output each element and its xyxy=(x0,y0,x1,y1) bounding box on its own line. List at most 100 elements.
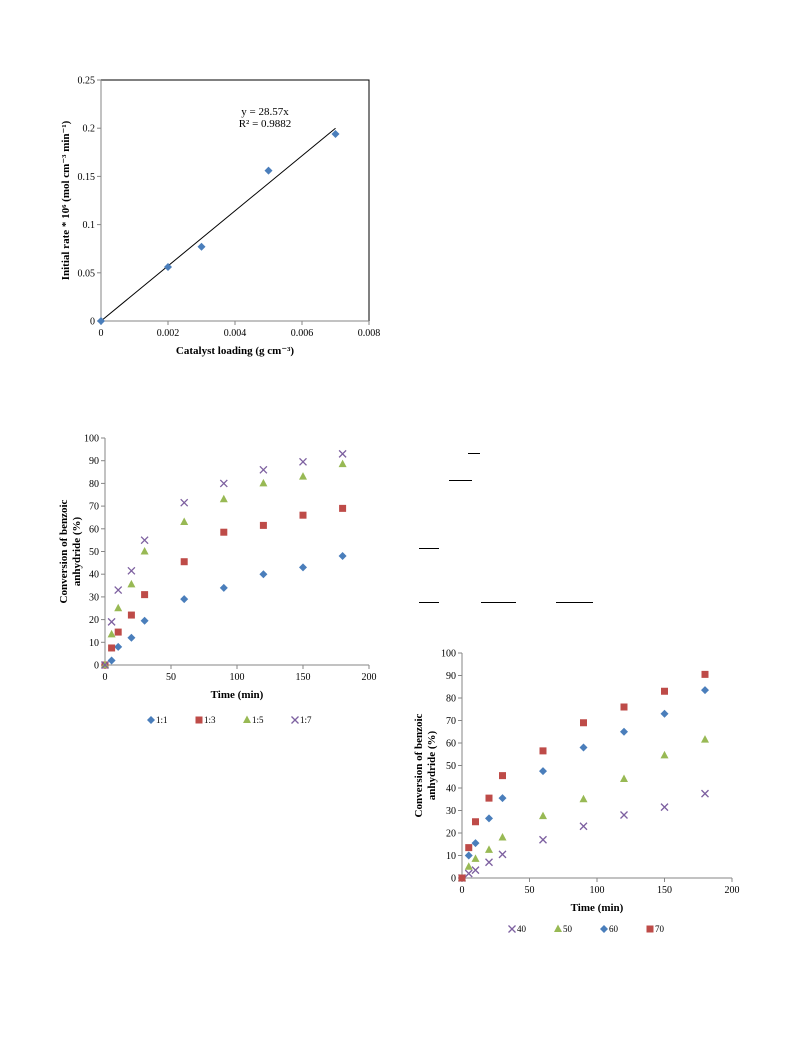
data-point xyxy=(539,747,547,755)
series-50 xyxy=(458,735,709,881)
data-point xyxy=(259,465,268,474)
data-point xyxy=(464,851,473,860)
data-point xyxy=(485,814,493,823)
data-point xyxy=(339,504,347,512)
data-point xyxy=(127,579,136,588)
trendline-equation: R² = 0.9882 xyxy=(239,118,292,130)
legend-label: 60 xyxy=(609,924,619,934)
data-point xyxy=(107,656,116,665)
legend-label: 1:1 xyxy=(156,715,168,725)
data-point xyxy=(701,670,709,678)
data-point xyxy=(101,661,109,669)
stray-rule xyxy=(468,453,480,454)
y-tick-label: 20 xyxy=(446,829,456,840)
conversion-vs-time-ratio-chart: 0 50 100 150 200 0 10 20 30 40 50 60 70 80 90 100 Time (… xyxy=(55,430,390,740)
data-point xyxy=(180,517,189,525)
chart-svg: 0 50 100 150 200 0 10 20 30 40 50 60 70 80 90 100 Time (… xyxy=(413,649,740,935)
data-point xyxy=(338,449,347,458)
chart-svg: 0 0.002 0.004 0.006 0.008 0 0.05 0.1 0.15 0.2 0.25… xyxy=(60,76,381,358)
y-tick-label: 30 xyxy=(446,806,456,817)
x-tick-label: 100 xyxy=(590,885,605,896)
x-tick-label: 200 xyxy=(725,885,740,896)
x-tick-label: 50 xyxy=(525,885,535,896)
data-point xyxy=(219,494,228,503)
data-point xyxy=(471,839,480,848)
data-point xyxy=(701,686,709,695)
x-axis-label: Time (min) xyxy=(571,902,624,914)
data-point xyxy=(471,854,480,862)
y-tick-label: 80 xyxy=(89,479,99,490)
data-point xyxy=(299,563,307,572)
data-point xyxy=(579,743,588,752)
data-point xyxy=(140,547,149,555)
stray-rule xyxy=(419,602,439,603)
data-point xyxy=(264,166,273,175)
x-axis-label: Catalyst loading (g cm⁻³) xyxy=(176,345,295,357)
stray-rule xyxy=(481,602,516,603)
legend-marker xyxy=(195,716,203,724)
y-tick-label: 90 xyxy=(89,456,99,467)
y-tick-label: 60 xyxy=(446,739,456,750)
series-1-1 xyxy=(101,552,347,669)
data-point xyxy=(197,242,206,251)
data-point xyxy=(498,833,507,841)
trendline xyxy=(100,127,336,322)
y-tick-label: 100 xyxy=(84,434,99,445)
data-point xyxy=(499,772,506,780)
data-point xyxy=(127,611,135,619)
data-point xyxy=(579,822,588,831)
data-point xyxy=(108,644,116,652)
data-point xyxy=(620,811,628,819)
data-point xyxy=(180,498,189,507)
legend-marker xyxy=(147,716,155,724)
data-point xyxy=(219,479,228,488)
legend-marker xyxy=(508,925,516,933)
y-tick-label: 40 xyxy=(89,570,99,581)
y-tick-label: 0.25 xyxy=(78,76,96,87)
y-tick-label: 0.05 xyxy=(78,268,96,279)
data-point xyxy=(220,528,228,536)
data-point xyxy=(464,862,473,870)
data-point xyxy=(579,794,588,803)
y-tick-label: 70 xyxy=(89,502,99,513)
trendline-equation: y = 28.57x xyxy=(241,106,289,118)
series-data xyxy=(97,129,340,325)
data-point xyxy=(701,789,709,798)
data-point xyxy=(140,616,149,625)
data-point xyxy=(472,818,479,826)
legend-label: 70 xyxy=(655,924,665,934)
y-tick-label: 30 xyxy=(89,592,99,603)
y-axis-label: Conversion of benzoic xyxy=(413,713,425,817)
series-40 xyxy=(458,789,709,882)
legend-label: 1:5 xyxy=(252,715,264,725)
data-point xyxy=(701,735,709,743)
x-tick-label: 0.006 xyxy=(291,328,314,339)
x-tick-label: 200 xyxy=(362,672,377,683)
x-axis-label: Time (min) xyxy=(211,689,264,701)
data-point xyxy=(114,603,123,612)
data-point xyxy=(539,811,547,820)
y-tick-label: 90 xyxy=(446,671,456,682)
data-point xyxy=(661,687,668,695)
y-axis-label: anhydride (%) xyxy=(426,730,438,800)
y-tick-label: 0.15 xyxy=(78,172,96,183)
y-tick-label: 70 xyxy=(446,716,456,727)
x-tick-label: 0 xyxy=(460,885,465,896)
legend-marker xyxy=(554,924,562,932)
data-point xyxy=(219,583,228,592)
data-point xyxy=(620,727,628,736)
data-point xyxy=(620,703,628,711)
x-tick-label: 0.008 xyxy=(358,328,381,339)
x-tick-label: 0 xyxy=(99,328,104,339)
legend-label: 40 xyxy=(517,924,527,934)
data-point xyxy=(660,750,669,759)
data-point xyxy=(259,570,268,579)
y-tick-label: 40 xyxy=(446,784,456,795)
y-tick-label: 10 xyxy=(446,851,456,862)
data-point xyxy=(97,317,105,325)
data-point xyxy=(580,719,587,727)
data-point xyxy=(259,478,268,487)
legend-marker xyxy=(600,925,608,933)
series-70 xyxy=(458,670,709,882)
rate-vs-loading-chart: 0 0.002 0.004 0.006 0.008 0 0.05 0.1 0.15 0.2 0.25… xyxy=(55,70,385,370)
